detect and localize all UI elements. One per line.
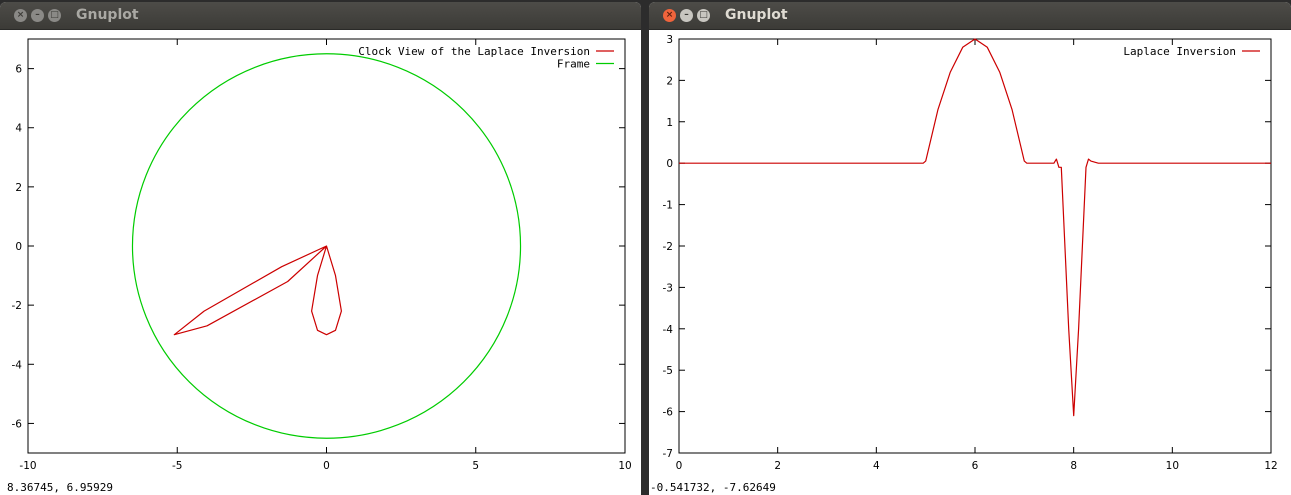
close-icon[interactable]: × [663, 9, 676, 22]
y-tick-label: 2 [15, 182, 22, 194]
maximize-icon[interactable]: □ [48, 9, 61, 22]
gnuplot-window-left: × – □ Gnuplot -10 -5 0 5 10 -6 -4 -2 0 2 4 6 Clock V… [0, 2, 641, 495]
x-tick-label: 12 [1264, 460, 1277, 470]
y-tick-label: -2 [663, 241, 673, 253]
y-tick-label: 0 [15, 241, 22, 253]
legend-label: Clock View of the Laplace Inversion [358, 45, 590, 58]
y-tick-label: -7 [663, 448, 673, 460]
minimize-icon[interactable]: – [31, 9, 44, 22]
y-tick-label: 3 [666, 34, 673, 46]
y-tick-label: -5 [663, 365, 673, 377]
gnuplot-window-right: × – □ Gnuplot 0 2 4 6 8 10 12 3 2 1 0 -1 -2 -3 -4 -5 -6-… [649, 2, 1291, 495]
x-tick-label: 2 [774, 460, 781, 470]
legend-label: Laplace Inversion [1123, 45, 1236, 58]
window-title: Gnuplot [76, 7, 139, 23]
clock-view-chart[interactable]: -10 -5 0 5 10 -6 -4 -2 0 2 4 6 Clock View of the Lap… [0, 30, 641, 470]
x-tick-label: 6 [972, 460, 979, 470]
x-tick-label: 0 [676, 460, 683, 470]
x-tick-label: 0 [323, 460, 330, 470]
y-tick-label: -6 [12, 418, 23, 430]
y-tick-label: -4 [12, 359, 23, 371]
window-title: Gnuplot [725, 7, 788, 23]
plot-border [678, 38, 1272, 454]
y-tick-label: 2 [666, 75, 673, 87]
x-tick-label: -5 [172, 460, 182, 470]
y-tick-label: 1 [666, 117, 673, 129]
mouse-coordinates-readout: -0.541732, -7.62649 [650, 481, 776, 494]
y-tick-label: -1 [663, 200, 673, 212]
series-line [173, 245, 342, 336]
y-tick-label: -6 [663, 407, 674, 419]
x-tick-label: 10 [618, 460, 631, 470]
y-tick-label: -4 [663, 324, 674, 336]
window-titlebar[interactable]: × – □ Gnuplot [649, 2, 1291, 30]
y-tick-label: 0 [666, 158, 673, 170]
y-tick-label: 4 [15, 123, 22, 135]
legend-label: Frame [557, 58, 590, 71]
x-tick-label: 10 [1166, 460, 1179, 470]
x-tick-label: -10 [19, 460, 36, 470]
y-tick-label: 6 [15, 64, 22, 76]
y-tick-label: -2 [12, 300, 22, 312]
y-tick-label: -3 [663, 282, 673, 294]
minimize-icon[interactable]: – [680, 9, 693, 22]
close-icon[interactable]: × [14, 9, 27, 22]
window-titlebar[interactable]: × – □ Gnuplot [0, 2, 641, 30]
x-tick-label: 5 [472, 460, 479, 470]
mouse-coordinates-readout: 8.36745, 6.95929 [7, 481, 113, 494]
maximize-icon[interactable]: □ [697, 9, 710, 22]
x-tick-label: 8 [1070, 460, 1077, 470]
series-line [679, 38, 1271, 417]
frame-circle-series [131, 53, 522, 439]
x-tick-label: 4 [873, 460, 880, 470]
